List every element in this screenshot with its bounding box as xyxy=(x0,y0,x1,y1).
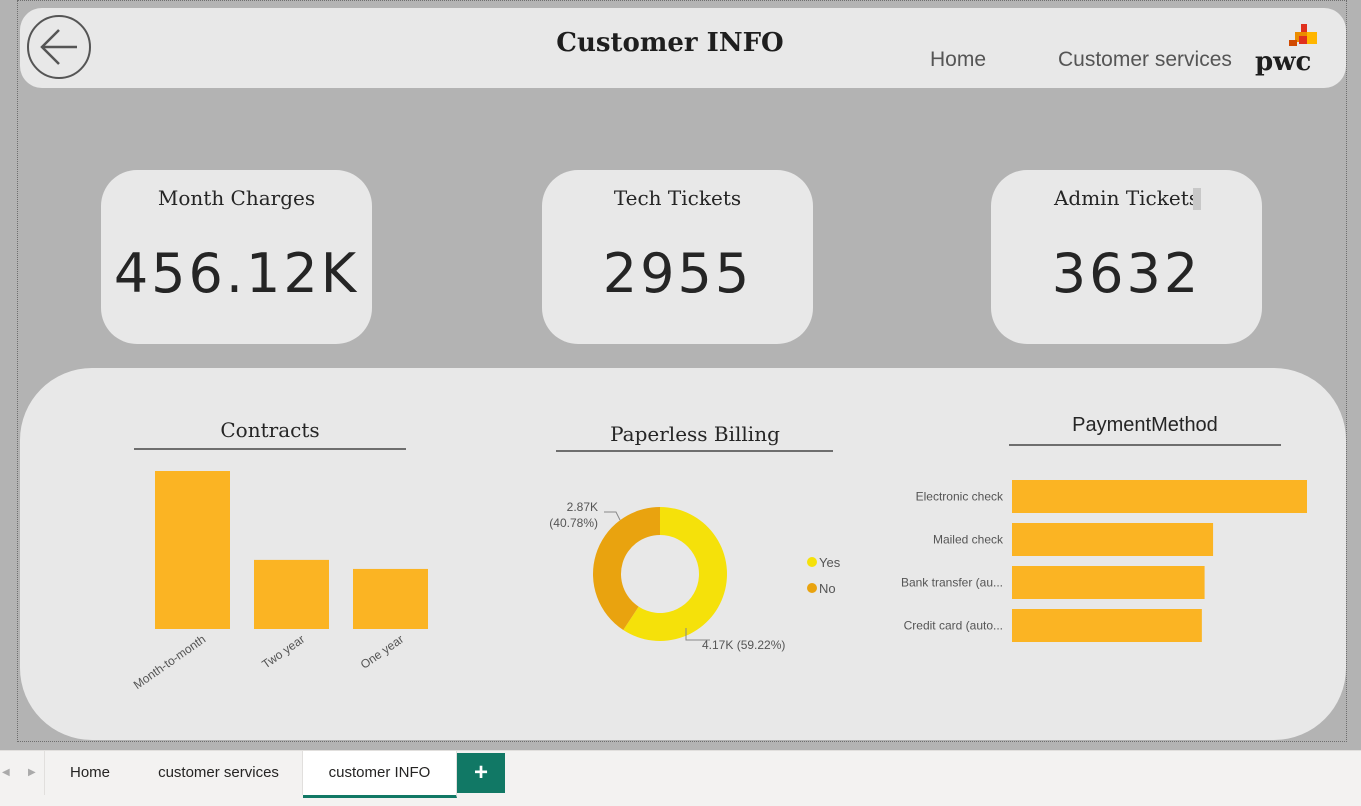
leader-line xyxy=(685,628,710,641)
title-underline xyxy=(1009,444,1281,446)
chevron-left-icon[interactable]: ◀ xyxy=(2,767,10,778)
contracts-category-label: Two year xyxy=(259,632,307,671)
payment-chart-title: PaymentMethod xyxy=(1072,414,1218,436)
legend-label[interactable]: No xyxy=(819,581,836,596)
header-bar xyxy=(20,8,1346,88)
contracts-bar[interactable] xyxy=(155,471,230,629)
kpi-label: Tech Tickets xyxy=(613,186,742,210)
payment-bar[interactable] xyxy=(1012,480,1307,513)
kpi-value: 456.12K xyxy=(113,242,360,305)
payment-category-label: Electronic check xyxy=(916,490,1004,504)
nav-customer-services-link[interactable]: Customer services xyxy=(1058,48,1232,71)
kpi-card-admin-tickets: Admin Tickets 3632 xyxy=(991,170,1262,344)
kpi-label: Month Charges xyxy=(157,186,316,210)
legend-marker xyxy=(807,557,817,567)
tab-customer-services[interactable]: customer services xyxy=(135,751,303,795)
chevron-right-icon[interactable]: ▶ xyxy=(28,767,36,778)
arrow-left-icon xyxy=(40,29,77,65)
kpi-value: 2955 xyxy=(602,242,753,305)
payment-bar[interactable] xyxy=(1012,566,1205,599)
contracts-bar-chart[interactable]: Month-to-month Two year One year xyxy=(100,455,460,715)
paperless-donut-chart[interactable]: 4.17K (59.22%) 2.87K (40.78%) Yes No xyxy=(540,490,860,670)
contracts-chart-title: Contracts xyxy=(220,418,320,442)
paperless-data-label: 2.87K xyxy=(567,500,598,514)
payment-category-label: Credit card (auto... xyxy=(904,619,1003,633)
paperless-data-label: (40.78%) xyxy=(549,516,598,530)
leader-line xyxy=(604,511,621,521)
paperless-data-label: 4.17K (59.22%) xyxy=(702,638,785,652)
payment-category-label: Mailed check xyxy=(933,533,1004,547)
contracts-bar[interactable] xyxy=(353,568,428,629)
contracts-category-label: One year xyxy=(358,632,406,672)
page-tab-bar: ◀ ▶ Home customer services customer INFO… xyxy=(0,750,1361,806)
tab-home[interactable]: Home xyxy=(44,751,136,795)
nav-home-link[interactable]: Home xyxy=(930,48,987,71)
payment-method-bar-chart[interactable]: Electronic check Mailed check Bank transfe… xyxy=(880,470,1320,660)
payment-category-label: Bank transfer (au... xyxy=(901,576,1003,590)
kpi-value: 3632 xyxy=(1051,242,1202,305)
scroll-indicator xyxy=(1193,188,1201,210)
tab-scroll-arrows[interactable]: ◀ ▶ xyxy=(0,751,44,795)
payment-bar[interactable] xyxy=(1012,523,1214,556)
paperless-chart-title: Paperless Billing xyxy=(610,422,780,446)
legend-label[interactable]: Yes xyxy=(819,555,841,570)
kpi-card-month-charges: Month Charges 456.12K xyxy=(101,170,372,344)
contracts-bar[interactable] xyxy=(254,559,329,629)
contracts-category-label: Month-to-month xyxy=(131,632,208,692)
pwc-logo: pwc xyxy=(1255,22,1325,80)
legend-marker xyxy=(807,583,817,593)
add-page-button[interactable]: + xyxy=(457,753,505,793)
kpi-label: Admin Tickets xyxy=(1053,186,1200,210)
payment-bar[interactable] xyxy=(1012,609,1202,642)
paperless-slice[interactable] xyxy=(623,507,727,641)
back-button[interactable] xyxy=(27,15,91,79)
title-underline xyxy=(134,448,406,450)
page-title: Customer INFO xyxy=(556,28,784,58)
tab-customer-info[interactable]: customer INFO xyxy=(303,751,457,798)
pwc-logo-text: pwc xyxy=(1255,47,1311,77)
title-underline xyxy=(556,450,833,452)
paperless-slice[interactable] xyxy=(593,507,660,631)
kpi-card-tech-tickets: Tech Tickets 2955 xyxy=(542,170,813,344)
